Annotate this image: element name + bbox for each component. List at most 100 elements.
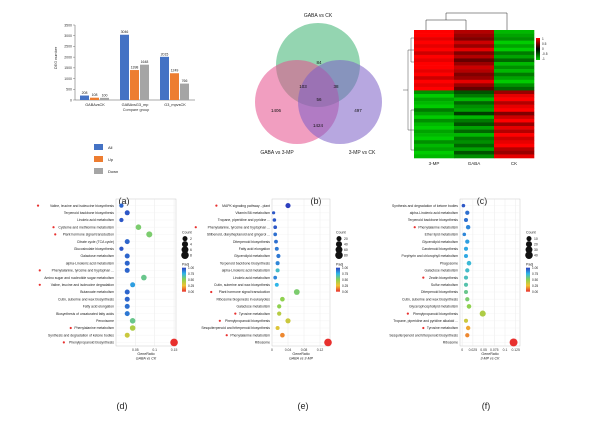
pathway-dot [463,246,469,251]
heatmap-cell [494,33,535,38]
pathway-dot [274,282,279,287]
color-legend-label: 0.00 [188,290,194,294]
heatmap-cell [494,51,535,56]
heatmap-cell [414,30,455,34]
bar-up [130,70,139,100]
pathway-dot [276,253,281,259]
pathway-dot [146,231,153,238]
heatmap-cell [454,154,495,159]
heatmap-cell [414,136,455,141]
pathway-term-label: Linoleic acid metabolism [77,218,114,222]
heatmap-cell [454,118,495,123]
heatmap-cell [454,129,495,134]
pathway-term-label: Glycerophospholipid metabolism [409,305,458,309]
pathway-term-label: Terpenoid backbone biosynthesis [64,211,114,215]
heatmap-cell [494,72,535,77]
panel-label-a: (a) [119,196,130,206]
bar-category-label: G3_mpvsCK [164,103,186,107]
heatmap-cell [494,101,535,105]
pathway-term-label: Tropane, piperidine and pyridine ... [218,218,270,222]
size-legend-title: Count [182,231,192,235]
pathway-term-label: Citrate cycle (TCA cycle) [77,240,114,244]
pathway-dot [124,303,130,309]
pathway-term-label: Phenylalanine metabolism [418,225,458,229]
legend-label-up: Up [108,157,114,162]
pathway-dot [275,261,280,266]
pathway-term-label: Vitamin B6 metabolism [235,211,270,215]
heatmap-cell [454,104,495,109]
heatmap-cell [454,37,495,41]
size-legend-dot [181,246,189,254]
heatmap-cell [494,111,535,116]
pathway-dot [129,325,136,331]
dotplot-xlabel: GeneRatio [292,352,309,356]
heatmap-cell [494,126,535,130]
pathway-dot [463,318,469,323]
pathway-dot [273,232,278,237]
pathway-dot [275,325,280,331]
pathway-term-label: Phenylalanine, tyrosine and tryptophan .… [52,269,114,273]
heatmap-cell [414,54,455,59]
heatmap-cell [494,129,535,134]
dotplot-xlabel: GeneRatio [481,352,498,356]
venn-set-label-gaba-vs-3mp: GABA vs 3-MP [260,150,294,156]
highlight-marker-icon [413,226,416,229]
color-legend-label: 0.00 [532,290,538,294]
pathway-term-label: Terpenoid backbone biosynthesis [220,261,270,265]
heatmap-cell [454,97,495,102]
pathway-term-label: Valine, leucine and isoleucine degradati… [51,283,114,287]
venn-region-gaba-ck-only: 84 [316,60,322,65]
heatmap-cell [414,90,455,95]
size-legend-dot [181,241,189,248]
heatmap-cell [494,54,535,59]
heatmap-cell [494,44,535,49]
size-legend-dot [181,251,189,259]
heatmap-cell [414,37,455,41]
heatmap-cell [414,111,455,116]
heatmap-cell [454,115,495,120]
heatmap-cell [414,40,455,45]
pathway-dot [463,217,469,223]
highlight-marker-icon [52,226,55,229]
dotplot-x-tick-label: 0.15 [171,348,178,352]
heatmap-scale-tick-label: 1 [542,37,544,41]
highlight-marker-icon [69,326,72,330]
bar-y-tick-label: 2000 [64,55,72,59]
size-legend-label: 20 [344,237,348,241]
bar-value-label: 100 [102,93,108,97]
highlight-marker-icon [422,326,425,330]
pathway-dot [463,289,469,295]
heatmap-column-label: GABA [468,161,481,166]
pathway-term-label: Phenylpropanoid biosynthesis [225,319,270,323]
highlight-marker-icon [210,290,213,294]
pathway-term-label: Ribosome [255,341,270,345]
highlight-marker-icon [422,276,425,279]
venn-region-3mp-ck-only: 497 [354,108,362,113]
panel-label-e: (e) [298,401,309,411]
pathway-term-label: Phenylalanine, tyrosine and tryptophan .… [208,225,270,229]
heatmap-cell [454,86,495,91]
pathway-term-label: Ribosome biogenesis in eukaryotes [216,297,270,301]
pathway-dot [461,203,466,208]
heatmap-cell [494,118,535,123]
size-legend-dot [526,236,532,242]
highlight-marker-icon [234,312,237,315]
pathway-dot [273,275,278,280]
heatmap-scale-tick-label: 0 [542,47,544,51]
heatmap-cell [454,44,495,49]
pathway-term-label: alpha-Linolenic acid metabolism [410,211,458,215]
color-legend-label: 0.50 [532,278,538,282]
color-legend-label: 0.25 [342,284,348,288]
pathway-dot [465,224,471,230]
pathway-term-label: Galactose metabolism [424,269,458,273]
heatmap-cell [494,97,535,102]
pathway-dot [280,296,285,302]
heatmap-cell [454,122,495,127]
pathway-term-label: Terpenoid backbone biosynthesis [408,218,458,222]
heatmap-cell [414,150,455,155]
bar-y-tick-label: 500 [66,88,72,92]
heatmap-cell [414,51,455,56]
legend-swatch-up [94,156,103,162]
venn-set-label-3mp-vs-ck: 3-MP vs CK [349,150,376,156]
size-legend-label: 6 [190,248,192,252]
